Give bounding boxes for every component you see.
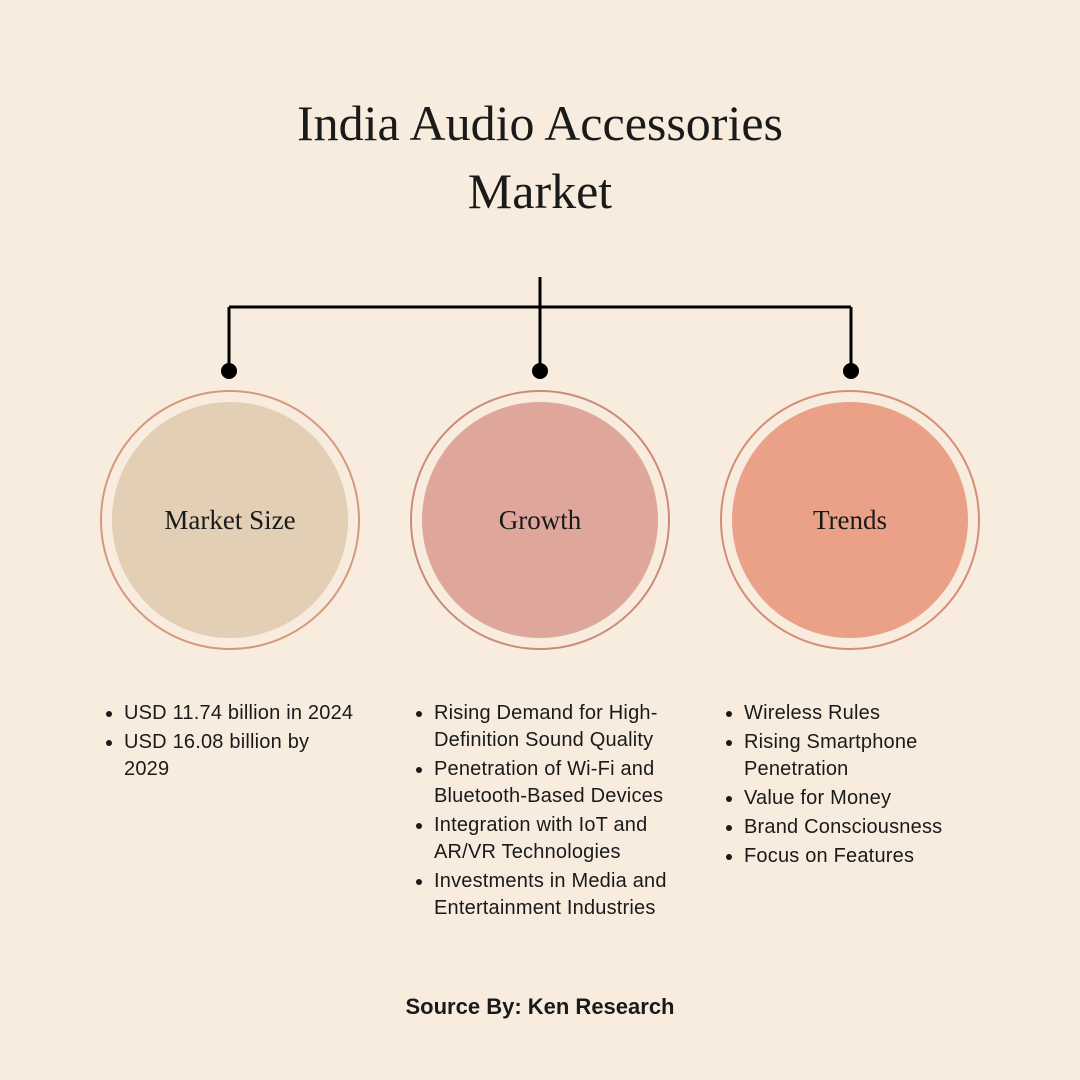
list-item: Brand Consciousness: [744, 814, 980, 841]
list-growth: Rising Demand for High-Definition Sound …: [410, 700, 670, 924]
circle-label-1: Market Size: [164, 505, 295, 536]
title-line-2: Market: [468, 163, 612, 219]
list-item: USD 16.08 billion by 2029: [124, 729, 360, 783]
circle-label-2: Growth: [499, 505, 582, 536]
list-trends: Wireless RulesRising Smartphone Penetrat…: [720, 700, 980, 924]
list-item: Rising Smartphone Penetration: [744, 729, 980, 783]
list-item: Rising Demand for High-Definition Sound …: [434, 700, 670, 754]
list-market-size: USD 11.74 billion in 2024USD 16.08 billi…: [100, 700, 360, 924]
infographic-canvas: India Audio Accessories Market Market Si…: [0, 0, 1080, 1080]
list-item: Integration with IoT and AR/VR Technolog…: [434, 812, 670, 866]
title-line-1: India Audio Accessories: [297, 95, 783, 151]
main-title: India Audio Accessories Market: [0, 90, 1080, 225]
circle-growth: Growth: [410, 390, 670, 650]
lists-row: USD 11.74 billion in 2024USD 16.08 billi…: [0, 700, 1080, 924]
circle-inner-3: Trends: [732, 402, 968, 638]
circles-row: Market Size Growth Trends: [0, 390, 1080, 650]
list-item: Wireless Rules: [744, 700, 980, 727]
list-item: USD 11.74 billion in 2024: [124, 700, 360, 727]
list-item: Focus on Features: [744, 843, 980, 870]
list-item: Investments in Media and Entertainment I…: [434, 868, 670, 922]
circle-inner-1: Market Size: [112, 402, 348, 638]
circle-market-size: Market Size: [100, 390, 360, 650]
list-item: Penetration of Wi-Fi and Bluetooth-Based…: [434, 756, 670, 810]
circle-inner-2: Growth: [422, 402, 658, 638]
source-attribution: Source By: Ken Research: [0, 994, 1080, 1020]
list-item: Value for Money: [744, 785, 980, 812]
circle-trends: Trends: [720, 390, 980, 650]
connector-lines: [220, 275, 860, 395]
source-text: Source By: Ken Research: [406, 994, 675, 1019]
circle-label-3: Trends: [813, 505, 887, 536]
